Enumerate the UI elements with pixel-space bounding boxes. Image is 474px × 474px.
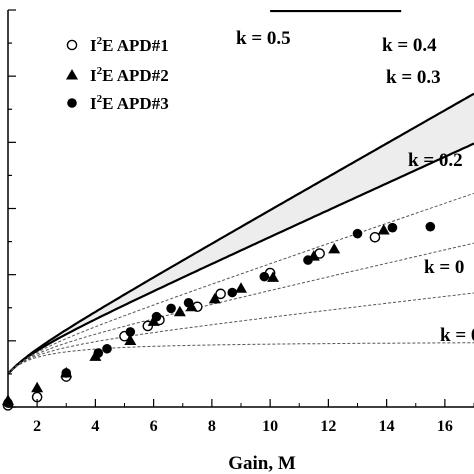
point-s3-10 [303,255,313,265]
x-tick-label: 2 [33,418,41,435]
point-s1-10 [369,231,381,243]
point-s2-8 [208,292,221,304]
legend-marker-3 [67,98,77,108]
point-s3-2 [93,348,104,358]
x-tick-label: 16 [437,418,453,435]
k-label-4: k = 0 [424,257,464,278]
k-label-2: k = 0.3 [386,67,441,88]
curve-0-3 [8,192,474,375]
legend: I2E APD#1 I2E APD#2 I2E APD#3 [66,35,169,113]
point-s3-9 [259,271,270,282]
legend-label-2: I2E APD#2 [90,65,169,85]
k-labels: k = 0.5 k = 0.4 k = 0.3 k = 0.2 k = 0 k = 0 [236,28,474,346]
point-s3-13 [425,221,436,232]
x-tick-label: 4 [91,418,99,435]
x-tick-label: 14 [379,418,395,435]
curve-0-1 [8,292,474,375]
x-tick-label: 6 [150,418,158,435]
curve-0-4 [8,142,474,375]
x-tick-label: 8 [208,418,216,435]
point-s2-1 [31,381,44,393]
legend-marker-2 [66,69,78,80]
point-s2-10 [267,271,280,282]
point-s2-13 [377,224,390,235]
x-tick-label: 12 [320,418,336,435]
curve-0-5 [8,92,474,375]
legend-label-1: I2E APD#1 [90,35,169,55]
curve-0 [8,342,474,375]
x-tick-label: 10 [262,418,278,435]
x-axis-title: Gain, M [228,453,296,474]
point-s3-11 [352,228,363,239]
point-s3-12 [387,222,398,233]
point-s3-4 [125,327,136,337]
point-s2-12 [328,242,341,254]
point-s3-6 [166,303,176,314]
point-s1-7 [215,288,226,300]
data-points [2,221,436,411]
point-s3-5 [151,311,162,322]
point-s2-6 [173,305,186,317]
point-s3-8 [227,287,238,298]
curve-0-2 [8,242,474,375]
point-s2-4 [124,334,137,346]
ticks: 2 4 6 8 10 12 14 16 [8,9,474,435]
legend-marker-1 [66,39,78,51]
k-label-0: k = 0.5 [236,28,291,49]
k-label-5: k = 0 [440,325,474,346]
legend-label-3: I2E APD#3 [90,93,169,113]
point-s3-1 [61,368,72,378]
k-label-1: k = 0.4 [382,35,437,56]
k-label-3: k = 0.2 [408,150,463,171]
k-curves [8,10,474,375]
point-s3-7 [183,297,194,308]
point-s3-3 [102,343,112,354]
point-s2-5 [147,315,160,326]
point-s2-9 [235,282,247,293]
shaded-band [8,93,474,374]
